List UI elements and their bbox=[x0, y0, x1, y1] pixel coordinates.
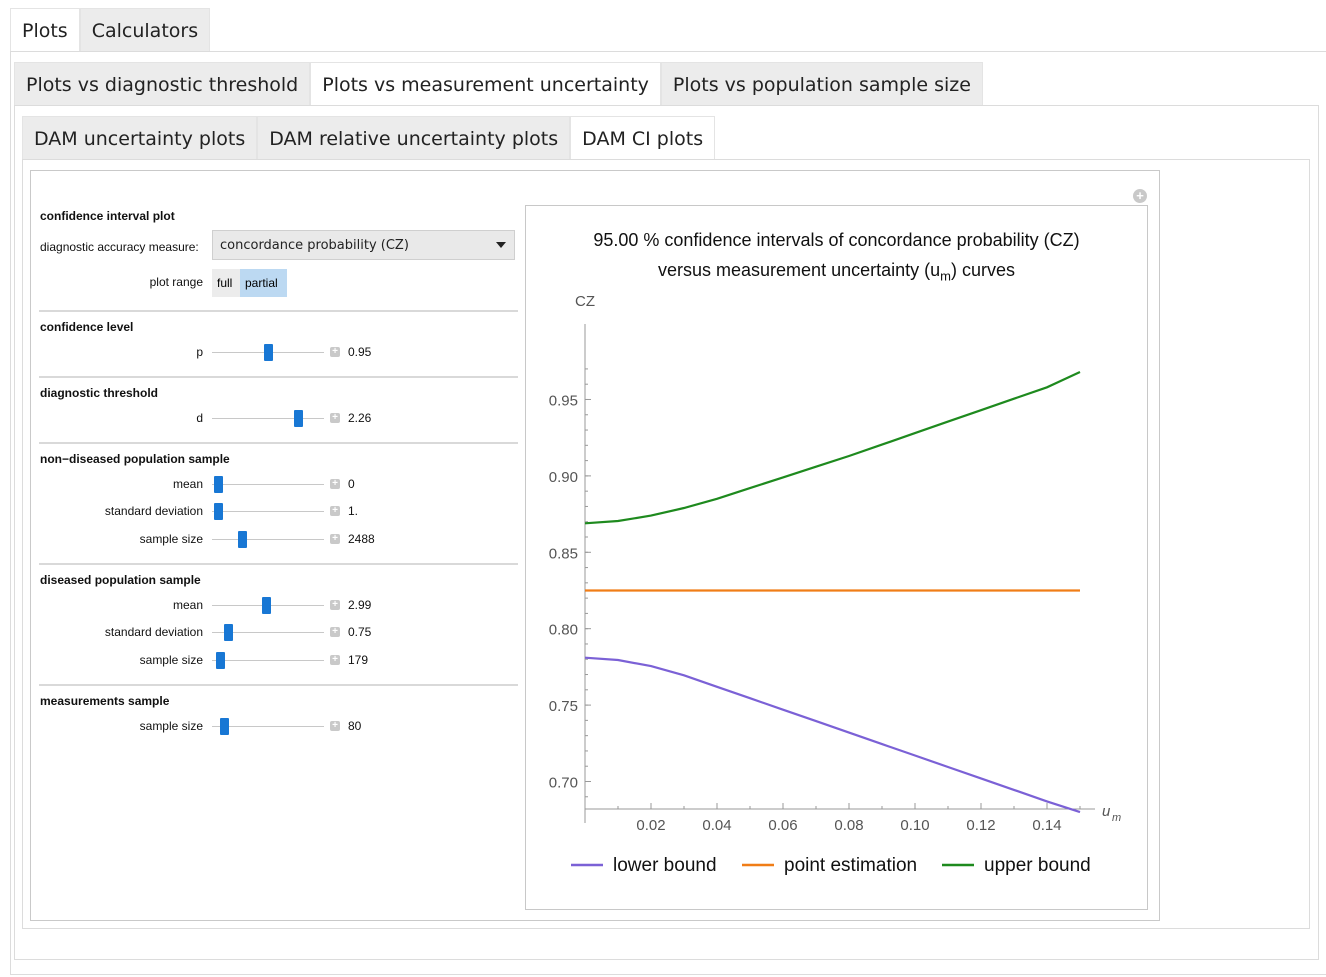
m-n-value: 80 bbox=[348, 719, 362, 733]
nd-mean-value: 0 bbox=[348, 477, 355, 491]
inner-tab-bar: DAM uncertainty plots DAM relative uncer… bbox=[22, 116, 716, 160]
chevron-down-icon bbox=[496, 242, 506, 248]
divider bbox=[39, 684, 518, 686]
d-sd-slider-thumb[interactable] bbox=[224, 624, 234, 641]
nd-n-expand-icon[interactable]: + bbox=[330, 534, 340, 544]
d-n-value: 179 bbox=[348, 653, 369, 667]
m-n-slider-thumb[interactable] bbox=[220, 718, 230, 735]
d-mean-label: mean bbox=[172, 598, 203, 612]
dam-dropdown-value: concordance probability (CZ) bbox=[220, 237, 409, 253]
dam-label: diagnostic accuracy measure: bbox=[40, 240, 199, 254]
x-tick-label: 0.02 bbox=[636, 817, 665, 834]
d-n-expand-icon[interactable]: + bbox=[330, 655, 340, 665]
plot-range-partial-button[interactable]: partial bbox=[240, 269, 287, 297]
d-slider-thumb[interactable] bbox=[294, 410, 304, 427]
m-n-label: sample size bbox=[139, 719, 203, 733]
d-sd-value: 0.75 bbox=[348, 625, 372, 639]
y-tick-label: 0.95 bbox=[549, 392, 578, 409]
plot-range-label: plot range bbox=[149, 275, 203, 289]
p-label: p bbox=[196, 345, 203, 359]
y-tick-label: 0.70 bbox=[549, 774, 578, 791]
chart-svg: 0.02 0.04 0.06 0.08 0.10 0.12 0.14 0.70 0.75 0.80… bbox=[549, 293, 1121, 876]
x-axis-label-subscript: m bbox=[1112, 812, 1121, 824]
d-mean-slider-thumb[interactable] bbox=[262, 597, 272, 614]
nd-sd-slider-thumb[interactable] bbox=[214, 503, 224, 520]
nd-sd-label: standard deviation bbox=[104, 504, 203, 518]
series-line-lower-bound bbox=[584, 656, 1081, 814]
tab-plots[interactable]: Plots bbox=[10, 8, 80, 52]
y-axis-label: CZ bbox=[575, 293, 595, 310]
nd-mean-expand-icon[interactable]: + bbox=[330, 479, 340, 489]
dam-dropdown[interactable]: concordance probability (CZ) bbox=[212, 230, 515, 260]
threshold-section-title: diagnostic threshold bbox=[40, 386, 159, 400]
divider bbox=[39, 442, 518, 444]
nd-mean-label: mean bbox=[172, 477, 203, 491]
legend-label: upper bound bbox=[984, 855, 1091, 876]
top-tab-bar: Plots Calculators bbox=[10, 8, 211, 52]
tab-dam-uncertainty[interactable]: DAM uncertainty plots bbox=[22, 116, 258, 160]
tab-plots-vs-sample-size[interactable]: Plots vs population sample size bbox=[660, 62, 983, 106]
nd-n-value: 2488 bbox=[348, 532, 375, 546]
d-sd-slider-track[interactable] bbox=[212, 632, 324, 633]
ci-plot: 95.00 % confidence intervals of concorda… bbox=[525, 205, 1148, 910]
diseased-section-title: diseased population sample bbox=[40, 573, 201, 587]
nd-n-slider-track[interactable] bbox=[212, 539, 324, 540]
divider bbox=[39, 376, 518, 378]
nondiseased-section-title: non−diseased population sample bbox=[40, 452, 230, 466]
tab-dam-ci[interactable]: DAM CI plots bbox=[570, 116, 716, 160]
y-tick-label: 0.75 bbox=[549, 698, 578, 715]
d-n-slider-thumb[interactable] bbox=[216, 652, 226, 669]
m-n-slider-track[interactable] bbox=[212, 726, 324, 727]
d-expand-icon[interactable]: + bbox=[330, 413, 340, 423]
series-line-upper-bound bbox=[584, 371, 1081, 525]
x-tick-label: 0.08 bbox=[834, 817, 863, 834]
tab-plots-vs-threshold[interactable]: Plots vs diagnostic threshold bbox=[14, 62, 311, 106]
measurements-section-title: measurements sample bbox=[40, 694, 170, 708]
plot-title-line2: versus measurement uncertainty (um) curv… bbox=[658, 260, 1015, 284]
nd-n-label: sample size bbox=[139, 532, 203, 546]
d-n-label: sample size bbox=[139, 653, 203, 667]
nd-n-slider-thumb[interactable] bbox=[237, 531, 247, 548]
add-icon[interactable]: + bbox=[1133, 189, 1147, 203]
sub-tab-bar: Plots vs diagnostic threshold Plots vs m… bbox=[14, 62, 983, 106]
y-tick-label: 0.85 bbox=[549, 545, 578, 562]
d-sd-expand-icon[interactable]: + bbox=[330, 627, 340, 637]
x-tick-label: 0.04 bbox=[702, 817, 731, 834]
legend-label: point estimation bbox=[784, 855, 917, 876]
p-slider-thumb[interactable] bbox=[263, 344, 273, 361]
d-label: d bbox=[196, 411, 203, 425]
tab-dam-relative-uncertainty[interactable]: DAM relative uncertainty plots bbox=[257, 116, 571, 160]
p-value: 0.95 bbox=[348, 345, 372, 359]
divider bbox=[39, 563, 518, 565]
d-mean-value: 2.99 bbox=[348, 598, 372, 612]
y-tick-label: 0.90 bbox=[549, 469, 578, 486]
tab-plots-vs-measurement-uncertainty[interactable]: Plots vs measurement uncertainty bbox=[310, 62, 661, 106]
tab-calculators[interactable]: Calculators bbox=[79, 8, 211, 52]
d-value: 2.26 bbox=[348, 411, 372, 425]
x-tick-label: 0.10 bbox=[900, 817, 929, 834]
nd-mean-slider-track[interactable] bbox=[212, 484, 324, 485]
ci-plot-section-title: confidence interval plot bbox=[40, 209, 175, 223]
d-mean-expand-icon[interactable]: + bbox=[330, 600, 340, 610]
x-tick-label: 0.06 bbox=[768, 817, 797, 834]
plot-title-line1: 95.00 % confidence intervals of concorda… bbox=[593, 230, 1080, 250]
x-tick-label: 0.12 bbox=[966, 817, 995, 834]
nd-mean-slider-thumb[interactable] bbox=[214, 476, 224, 493]
nd-sd-value: 1. bbox=[348, 504, 359, 518]
confidence-section-title: confidence level bbox=[40, 320, 134, 334]
y-tick-label: 0.80 bbox=[549, 622, 578, 639]
p-expand-icon[interactable]: + bbox=[330, 347, 340, 357]
nd-sd-slider-track[interactable] bbox=[212, 511, 324, 512]
d-sd-label: standard deviation bbox=[104, 625, 203, 639]
nd-sd-expand-icon[interactable]: + bbox=[330, 506, 340, 516]
x-axis-label: u bbox=[1102, 803, 1111, 820]
plot-range-full-button[interactable]: full bbox=[212, 269, 240, 297]
x-tick-label: 0.14 bbox=[1032, 817, 1061, 834]
d-n-slider-track[interactable] bbox=[212, 660, 324, 661]
divider bbox=[39, 310, 518, 312]
d-slider-track[interactable] bbox=[212, 418, 324, 419]
m-n-expand-icon[interactable]: + bbox=[330, 721, 340, 731]
legend-label: lower bound bbox=[613, 855, 717, 876]
